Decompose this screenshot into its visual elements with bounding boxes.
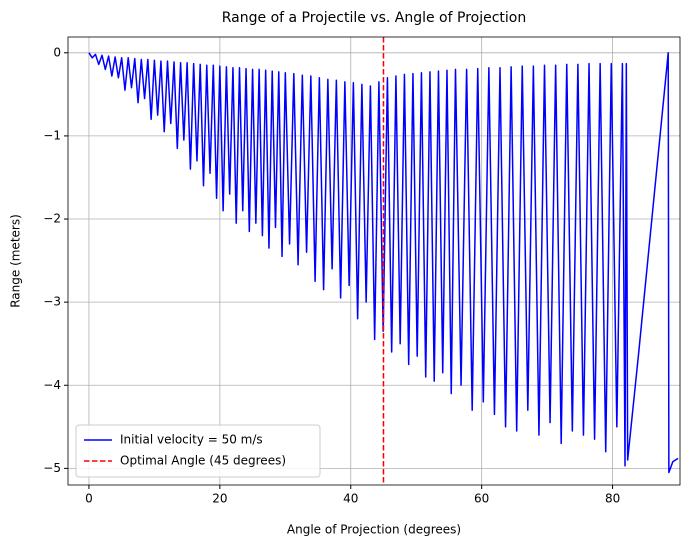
x-tick-label: 60 — [474, 492, 489, 506]
legend-box — [75, 424, 321, 478]
x-tick-label: 40 — [343, 492, 358, 506]
x-tick-label: 80 — [605, 492, 620, 506]
x-tick-label: 20 — [212, 492, 227, 506]
legend-label: Initial velocity = 50 m/s — [120, 433, 263, 447]
y-tick-label: −2 — [43, 212, 61, 226]
y-axis-label: Range (meters) — [9, 214, 23, 308]
y-tick-label: −5 — [43, 461, 61, 475]
y-tick-label: −4 — [43, 378, 61, 392]
y-tick-label: −1 — [43, 128, 61, 142]
y-tick-label: −3 — [43, 295, 61, 309]
y-tick-label: 0 — [53, 45, 61, 59]
data-line — [88, 52, 679, 474]
legend-label: Optimal Angle (45 degrees) — [120, 454, 286, 468]
x-tick-label: 0 — [85, 492, 93, 506]
plot-frame — [67, 36, 681, 486]
chart-title: Range of a Projectile vs. Angle of Proje… — [222, 10, 526, 26]
x-axis-label: Angle of Projection (degrees) — [287, 523, 461, 537]
